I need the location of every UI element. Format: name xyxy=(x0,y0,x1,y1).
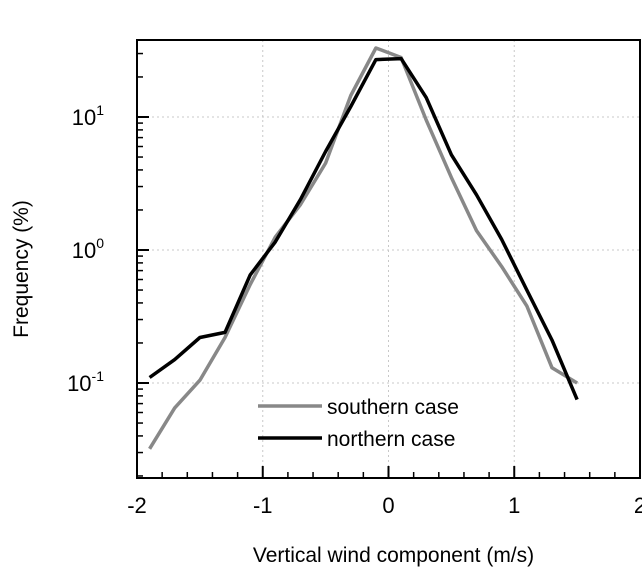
x-tick-label: 0 xyxy=(382,493,394,518)
y-tick-label: 10-1 xyxy=(67,368,104,396)
y-axis-title: Frequency (%) xyxy=(10,200,33,338)
legend-label-1: northern case xyxy=(327,428,455,451)
x-tick-label: -2 xyxy=(127,493,147,518)
legend: southern case northern case xyxy=(258,396,459,451)
y-tick-label: 101 xyxy=(72,102,104,130)
series-line-0 xyxy=(148,46,579,450)
series-layer xyxy=(148,46,579,450)
x-axis-title: Vertical wind component (m/s) xyxy=(253,544,534,567)
x-tick-label: 2 xyxy=(634,493,642,518)
axis-ticks xyxy=(136,52,641,478)
x-tick-label: 1 xyxy=(508,493,520,518)
series-line-1 xyxy=(148,56,579,401)
legend-label-0: southern case xyxy=(327,396,459,419)
tick-labels: -2 -1 0 1 2 10-1 100 101 xyxy=(67,102,642,518)
y-tick-label: 100 xyxy=(72,235,104,263)
x-tick-label: -1 xyxy=(253,493,273,518)
